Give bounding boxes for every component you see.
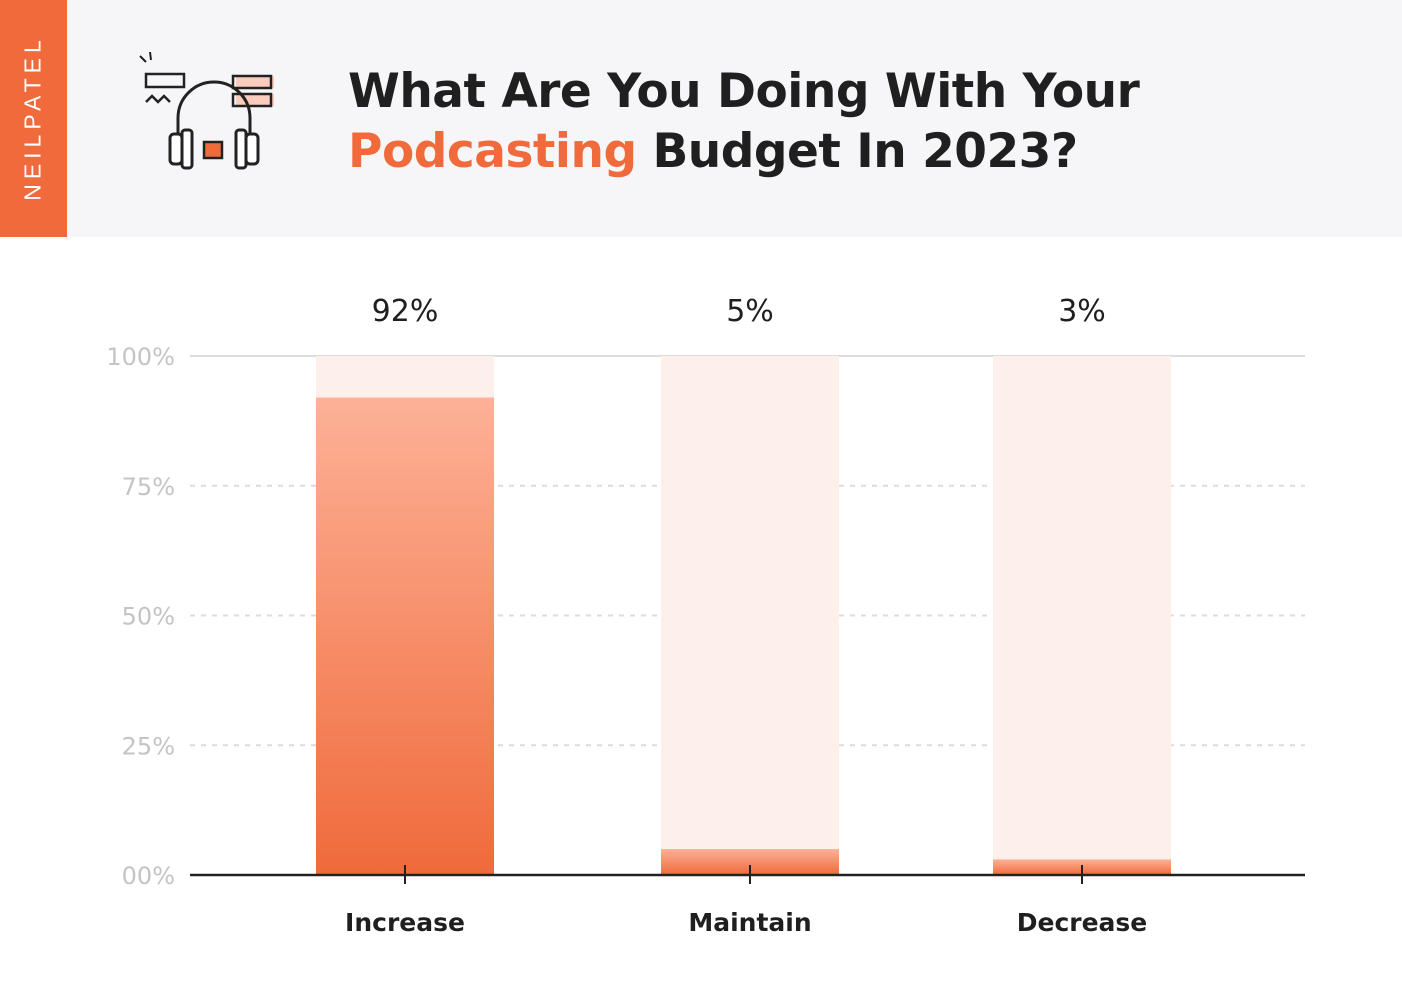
brand-logo-text: NEILPATEL bbox=[19, 35, 46, 201]
y-tick-label: 00% bbox=[122, 862, 175, 890]
y-tick-label: 100% bbox=[106, 343, 175, 371]
bar-chart: 00% 25% 50% 75% 100% 92% Increase 5% Maintain 3% D… bbox=[106, 294, 1305, 937]
header-banner: NEILPATEL What Are You Doing With Your P… bbox=[0, 0, 1402, 237]
data-label: 92% bbox=[372, 294, 439, 329]
y-tick-label: 75% bbox=[122, 473, 175, 501]
x-tick-label: Maintain bbox=[688, 908, 811, 937]
x-tick-label: Decrease bbox=[1017, 908, 1148, 937]
data-label: 5% bbox=[726, 294, 774, 329]
data-label: 3% bbox=[1058, 294, 1106, 329]
x-tick-label: Increase bbox=[345, 908, 465, 937]
y-tick-label: 25% bbox=[122, 732, 175, 760]
bar-track bbox=[661, 356, 839, 875]
bar-track bbox=[993, 356, 1171, 875]
bar bbox=[316, 397, 494, 875]
title-line-2: Budget In 2023? bbox=[636, 124, 1078, 179]
chart-title: What Are You Doing With Your Podcasting … bbox=[348, 62, 1140, 182]
headphones-icon bbox=[139, 52, 274, 170]
brand-strip: NEILPATEL bbox=[0, 0, 67, 237]
title-line-1: What Are You Doing With Your bbox=[348, 64, 1140, 119]
y-tick-label: 50% bbox=[122, 603, 175, 631]
title-accent-word: Podcasting bbox=[348, 124, 637, 179]
